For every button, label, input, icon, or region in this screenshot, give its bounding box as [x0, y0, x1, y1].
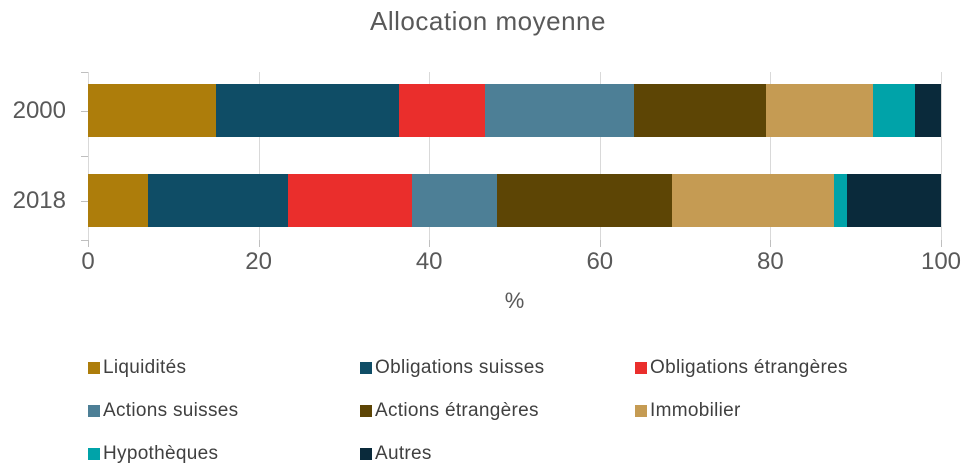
gridline-100 — [941, 72, 942, 240]
legend-swatch-autres — [360, 448, 372, 460]
segment-2018-obligations-etrangeres — [288, 174, 413, 227]
legend-swatch-hypotheques — [88, 448, 100, 460]
legend-item-immobilier: Immobilier — [635, 399, 741, 423]
x-axis-tick-label-100: 100 — [920, 248, 962, 275]
gridline-40 — [429, 72, 431, 240]
legend-swatch-actions-etrangeres — [360, 405, 372, 417]
y-axis-tick-1 — [81, 156, 88, 157]
segment-2018-actions-suisses — [412, 174, 498, 227]
legend-label-hypotheques: Hypothèques — [103, 443, 219, 464]
legend-label-liquidites: Liquidités — [103, 357, 187, 378]
segment-2000-obligations-etrangeres — [399, 84, 485, 137]
x-axis-tick-label-80: 80 — [757, 248, 784, 275]
y-axis-label-2018: 2018 — [12, 186, 66, 214]
segment-2000-obligations-suisses — [215, 84, 400, 137]
segment-2000-liquidites — [88, 84, 216, 137]
bar-2000 — [88, 84, 941, 137]
y-axis-tick-2 — [81, 240, 88, 241]
plot-area — [81, 72, 942, 247]
y-axis-tick-3 — [81, 111, 88, 112]
segment-2018-liquidites — [88, 174, 148, 227]
legend-label-autres: Autres — [375, 443, 432, 464]
x-axis-tick-40 — [429, 240, 431, 247]
legend-label-immobilier: Immobilier — [650, 400, 741, 421]
segment-2018-autres — [847, 174, 941, 227]
legend-swatch-immobilier — [635, 405, 647, 417]
legend-label-obligations-suisses: Obligations suisses — [375, 357, 545, 378]
legend-swatch-obligations-suisses — [360, 362, 372, 374]
segment-2018-immobilier — [672, 174, 835, 227]
segment-2018-obligations-suisses — [147, 174, 289, 227]
legend-item-actions-etrangeres: Actions étrangères — [360, 399, 539, 423]
legend-item-hypotheques: Hypothèques — [88, 442, 218, 466]
segment-2000-immobilier — [766, 84, 873, 137]
legend-label-obligations-etrangeres: Obligations étrangères — [650, 357, 848, 378]
chart-title: Allocation moyenne — [370, 6, 606, 36]
y-axis-tick-4 — [81, 201, 88, 202]
x-axis-tick-label-20: 20 — [245, 248, 272, 275]
legend-item-obligations-suisses: Obligations suisses — [360, 356, 544, 380]
gridline-80 — [770, 72, 772, 240]
gridline-0 — [88, 72, 89, 240]
segment-2000-actions-etrangeres — [633, 84, 767, 137]
segment-2000-autres — [915, 84, 941, 137]
legend-item-actions-suisses: Actions suisses — [88, 399, 238, 423]
y-axis-label-2000: 2000 — [12, 96, 66, 124]
x-axis-tick-0 — [88, 240, 89, 247]
x-axis-tick-label-40: 40 — [415, 248, 443, 275]
gridline-20 — [258, 72, 260, 240]
segment-2018-hypotheques — [834, 174, 848, 227]
legend-label-actions-suisses: Actions suisses — [103, 400, 239, 421]
x-axis-label: % — [504, 288, 525, 313]
gridline-60 — [599, 72, 601, 240]
x-axis-tick-label-60: 60 — [586, 248, 614, 275]
legend-swatch-actions-suisses — [88, 405, 100, 417]
legend-label-actions-etrangeres: Actions étrangères — [375, 400, 539, 421]
x-axis-tick-100 — [941, 240, 942, 247]
legend-item-obligations-etrangeres: Obligations étrangères — [635, 356, 848, 380]
legend-item-liquidites: Liquidités — [88, 356, 186, 380]
x-axis-tick-80 — [770, 240, 772, 247]
bar-2018 — [88, 174, 941, 227]
segment-2000-hypotheques — [872, 84, 916, 137]
segment-2018-actions-etrangeres — [497, 174, 673, 227]
y-axis-tick-0 — [81, 72, 88, 73]
x-axis-tick-60 — [599, 240, 601, 247]
legend-item-autres: Autres — [360, 442, 432, 466]
legend: Liquidités Obligations suisses Obligations… — [88, 356, 948, 471]
legend-swatch-liquidites — [88, 362, 100, 374]
segment-2000-actions-suisses — [484, 84, 634, 137]
x-axis-tick-label-0: 0 — [81, 248, 95, 275]
x-axis-tick-20 — [258, 240, 260, 247]
legend-swatch-obligations-etrangeres — [635, 362, 647, 374]
